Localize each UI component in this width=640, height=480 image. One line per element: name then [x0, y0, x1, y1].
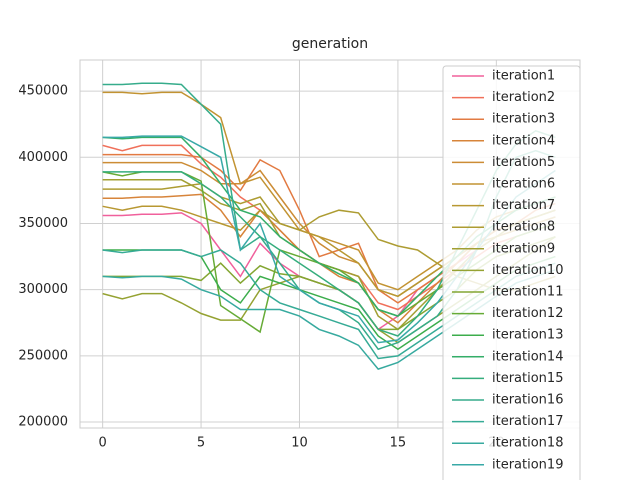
- legend-label: iteration4: [492, 133, 555, 148]
- legend-label: iteration10: [492, 263, 563, 278]
- legend-label: iteration5: [492, 155, 555, 170]
- y-tick-label: 200000: [18, 415, 68, 430]
- legend-label: iteration6: [492, 177, 555, 192]
- chart-title: generation: [292, 36, 368, 52]
- legend-label: iteration16: [492, 393, 563, 408]
- legend-label: iteration11: [492, 285, 563, 300]
- legend-label: iteration13: [492, 328, 563, 343]
- legend-label: iteration17: [492, 414, 563, 429]
- legend-label: iteration2: [492, 90, 555, 105]
- legend-label: iteration7: [492, 198, 555, 213]
- legend-label: iteration9: [492, 241, 555, 256]
- legend-label: iteration12: [492, 306, 563, 321]
- y-tick-label: 250000: [18, 348, 68, 363]
- legend-label: iteration15: [492, 371, 563, 386]
- y-tick-label: 350000: [18, 216, 68, 231]
- legend-label: iteration18: [492, 436, 563, 451]
- legend-label: iteration14: [492, 349, 563, 364]
- x-tick-label: 10: [291, 436, 308, 451]
- legend-label: iteration1: [492, 69, 555, 84]
- legend-label: iteration8: [492, 220, 555, 235]
- legend-box: [442, 65, 581, 480]
- y-tick-label: 450000: [18, 84, 68, 99]
- x-tick-label: 5: [197, 436, 205, 451]
- x-tick-label: 0: [98, 436, 106, 451]
- legend-label: iteration19: [492, 457, 563, 472]
- y-tick-label: 300000: [18, 282, 68, 297]
- legend-label: iteration3: [492, 112, 555, 127]
- x-tick-label: 15: [390, 436, 407, 451]
- y-tick-label: 400000: [18, 150, 68, 165]
